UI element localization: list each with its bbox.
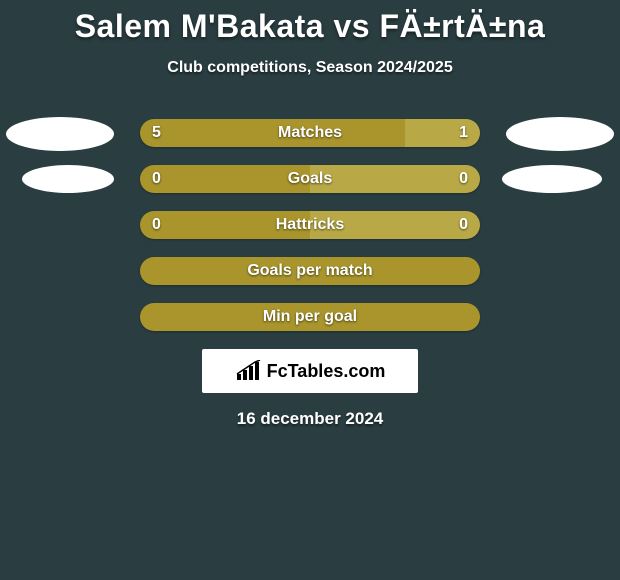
stat-row: 51Matches bbox=[0, 119, 620, 147]
stat-row: Min per goal bbox=[0, 303, 620, 331]
page-title: Salem M'Bakata vs FÄ±rtÄ±na bbox=[0, 0, 620, 45]
player-avatar-left bbox=[6, 117, 114, 151]
stat-bar-left bbox=[140, 303, 480, 331]
date-label: 16 december 2024 bbox=[0, 409, 620, 429]
bar-chart-icon bbox=[235, 360, 261, 382]
stat-bar-left bbox=[140, 165, 310, 193]
brand-badge[interactable]: FcTables.com bbox=[202, 349, 418, 393]
player-avatar-right bbox=[506, 117, 614, 151]
stat-row: 00Goals bbox=[0, 165, 620, 193]
stat-bar-left bbox=[140, 119, 405, 147]
comparison-widget: Salem M'Bakata vs FÄ±rtÄ±na Club competi… bbox=[0, 0, 620, 580]
stat-bar: 51Matches bbox=[140, 119, 480, 147]
stat-bar-left bbox=[140, 211, 310, 239]
stat-bar-right bbox=[405, 119, 480, 147]
stat-bar-right bbox=[310, 165, 480, 193]
stat-bar: Min per goal bbox=[140, 303, 480, 331]
player-avatar-left bbox=[22, 165, 114, 193]
stat-row: 00Hattricks bbox=[0, 211, 620, 239]
stat-bar-right bbox=[310, 211, 480, 239]
stat-bar-left bbox=[140, 257, 480, 285]
stat-row: Goals per match bbox=[0, 257, 620, 285]
brand-label: FcTables.com bbox=[267, 361, 386, 382]
player-avatar-right bbox=[502, 165, 602, 193]
stat-bar: 00Hattricks bbox=[140, 211, 480, 239]
stat-bar: Goals per match bbox=[140, 257, 480, 285]
stat-rows: 51Matches 00Goals 00Hattricks Goals per mat… bbox=[0, 119, 620, 331]
stat-bar: 00Goals bbox=[140, 165, 480, 193]
subtitle: Club competitions, Season 2024/2025 bbox=[0, 59, 620, 77]
